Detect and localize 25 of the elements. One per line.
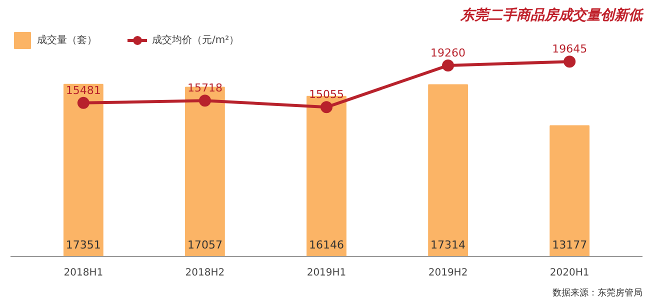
- bar: [550, 125, 590, 256]
- point: [564, 56, 576, 68]
- data-label: 19260: [430, 46, 466, 60]
- x-tick-label: 2018H2: [185, 268, 225, 278]
- x-tick-label: 2020H1: [550, 268, 590, 278]
- point: [320, 101, 332, 114]
- point: [198, 94, 211, 107]
- data-label: 17314: [430, 238, 466, 252]
- point: [442, 59, 454, 72]
- data-label: 17351: [66, 238, 101, 252]
- data-label: 17057: [187, 238, 222, 252]
- bar: [428, 84, 468, 256]
- legend-label: 成交均价（元/m²）: [152, 34, 240, 47]
- source-note: 数据来源：东莞房管局: [552, 288, 642, 298]
- data-label: 13177: [552, 238, 588, 252]
- bar: [63, 84, 104, 256]
- x-tick-label: 2019H2: [428, 268, 468, 278]
- point: [77, 96, 90, 109]
- x-tick-label: 2019H1: [306, 268, 346, 278]
- data-label: 16146: [309, 238, 344, 252]
- legend-label: 成交量（套）: [37, 34, 97, 47]
- x-tick-label: 2018H1: [64, 268, 104, 278]
- data-label: 19645: [552, 42, 588, 56]
- chart-title: 东莞二手商品房成交量创新低: [460, 6, 644, 24]
- data-label: 15481: [66, 84, 101, 97]
